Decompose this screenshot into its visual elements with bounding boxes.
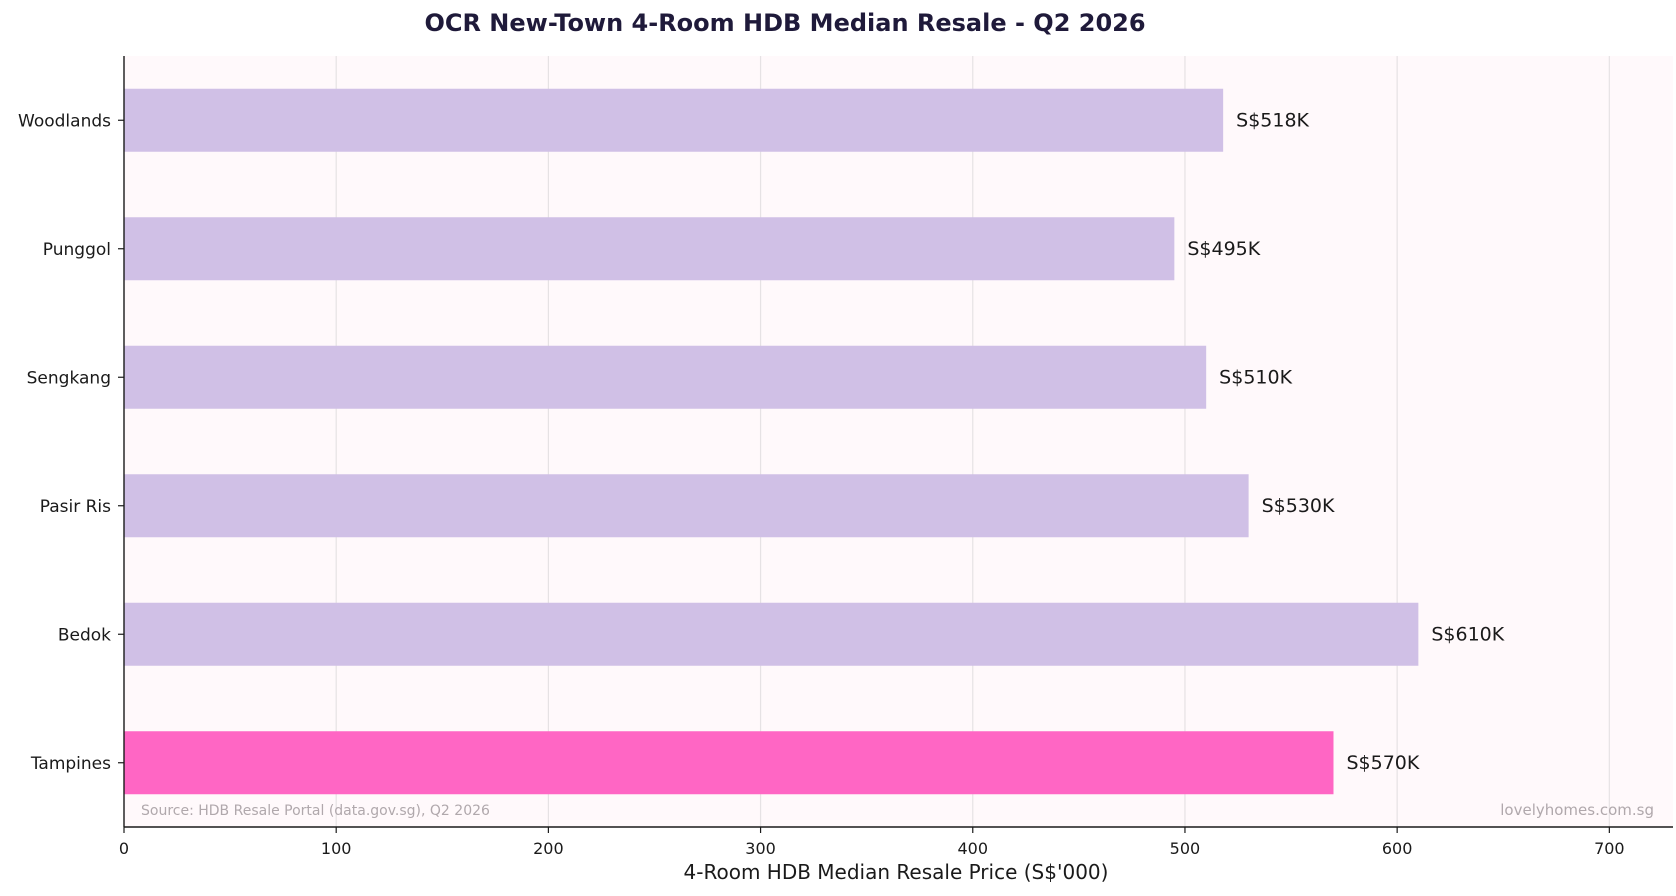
y-tick-label: Tampines — [30, 754, 111, 774]
value-labels: S$518K S$495K S$510K S$530K S$610K S$570K — [1187, 109, 1504, 774]
bar — [124, 345, 1207, 409]
bars — [124, 88, 1419, 795]
data-label: S$510K — [1219, 366, 1292, 388]
plot-background — [124, 56, 1673, 827]
bar — [124, 217, 1175, 281]
data-label: S$518K — [1236, 109, 1309, 131]
chart-title: OCR New-Town 4-Room HDB Median Resale - … — [424, 9, 1145, 37]
bar — [124, 88, 1224, 152]
y-tick-label: Woodlands — [18, 111, 111, 131]
bar — [124, 474, 1249, 538]
bar — [124, 731, 1334, 795]
x-tick-label: 0 — [119, 839, 129, 858]
data-label: S$495K — [1187, 238, 1260, 260]
x-tick-label: 600 — [1382, 839, 1413, 858]
x-tick-label: 400 — [957, 839, 988, 858]
x-tick-label: 700 — [1594, 839, 1625, 858]
axes — [123, 56, 1673, 828]
data-label: S$610K — [1431, 623, 1504, 645]
data-label: S$530K — [1262, 495, 1335, 517]
gridlines — [335, 56, 1610, 827]
source-note: Source: HDB Resale Portal (data.gov.sg),… — [141, 803, 490, 819]
x-tick-label: 100 — [321, 839, 352, 858]
data-label: S$570K — [1346, 752, 1419, 774]
x-tick-label: 200 — [533, 839, 564, 858]
y-tick-label: Pasir Ris — [40, 497, 111, 517]
x-tick-label: 300 — [745, 839, 776, 858]
x-axis-ticks: 0 100 200 300 400 500 600 700 — [119, 827, 1625, 858]
y-tick-label: Bedok — [58, 625, 111, 645]
y-tick-label: Sengkang — [27, 368, 111, 388]
y-tick-label: Punggol — [43, 240, 111, 260]
watermark: lovelyhomes.com.sg — [1500, 801, 1654, 819]
x-tick-label: 500 — [1170, 839, 1201, 858]
bar — [124, 602, 1419, 666]
x-axis-label: 4-Room HDB Median Resale Price (S$'000) — [684, 860, 1109, 884]
y-axis-ticks: Woodlands Punggol Sengkang Pasir Ris Bedok Ta… — [18, 111, 124, 774]
